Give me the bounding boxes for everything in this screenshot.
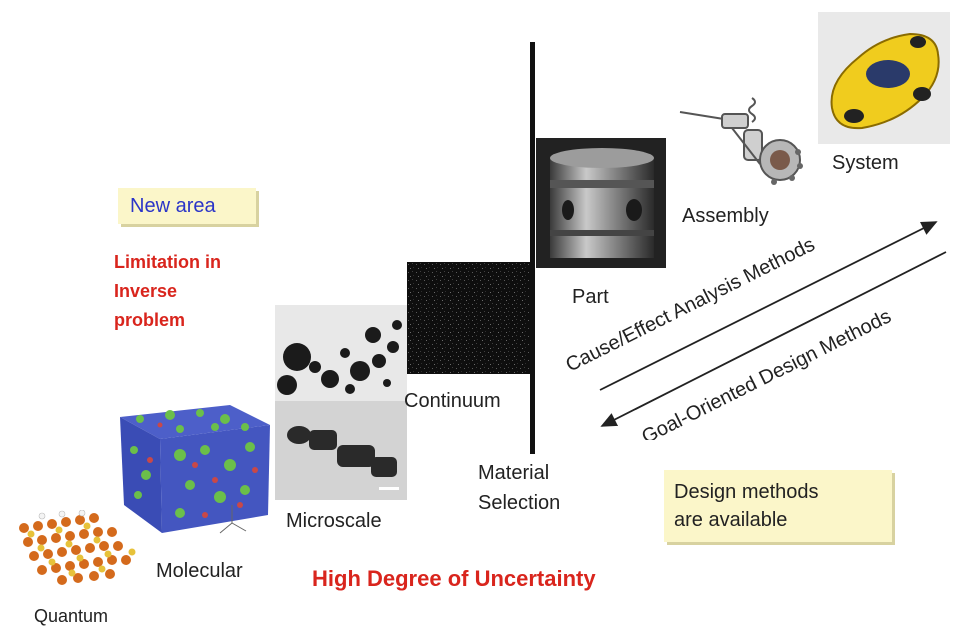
material-selection-divider bbox=[530, 42, 535, 454]
limitation-text: Limitation in Inverse problem bbox=[114, 248, 221, 335]
microscale-label: Microscale bbox=[286, 510, 382, 532]
material-selection-line-2: Selection bbox=[478, 492, 561, 514]
continuum-label: Continuum bbox=[404, 390, 501, 412]
limitation-line-1: Limitation in bbox=[114, 252, 221, 272]
goal-oriented-label: Goal-Oriented Design Methods bbox=[638, 305, 894, 440]
system-label: System bbox=[832, 152, 899, 174]
assembly-label: Assembly bbox=[682, 205, 769, 227]
part-cylinder-image bbox=[536, 138, 666, 268]
material-selection-line-1: Material bbox=[478, 462, 550, 484]
microscale-particles-image bbox=[275, 305, 407, 500]
quantum-label: Quantum bbox=[34, 606, 109, 626]
molecular-cube-image bbox=[120, 405, 270, 534]
goal-oriented-arrow bbox=[600, 251, 947, 427]
cause-effect-label: Cause/Effect Analysis Methods bbox=[562, 234, 818, 377]
limitation-line-2: Inverse bbox=[114, 281, 178, 301]
design-methods-line-2: are available bbox=[674, 509, 788, 531]
methods-arrows: Cause/Effect Analysis Methods Goal-Orien… bbox=[562, 221, 947, 440]
design-methods-text: Design methods are available bbox=[674, 478, 819, 534]
new-area-label: New area bbox=[130, 195, 216, 217]
new-area-callout: New area bbox=[118, 188, 256, 224]
limitation-line-3: problem bbox=[114, 310, 186, 330]
molecular-label: Molecular bbox=[156, 560, 243, 582]
continuum-texture-image bbox=[407, 262, 535, 374]
system-car-image bbox=[818, 12, 950, 144]
uncertainty-heading: High Degree of Uncertainty bbox=[312, 566, 596, 591]
material-selection-label: Material Selection bbox=[478, 458, 560, 518]
design-methods-callout: Design methods are available bbox=[664, 470, 892, 542]
assembly-image bbox=[679, 97, 803, 185]
part-label: Part bbox=[572, 286, 609, 308]
quantum-atoms-image bbox=[19, 510, 136, 585]
design-methods-line-1: Design methods bbox=[674, 481, 819, 503]
cause-effect-arrow bbox=[599, 221, 938, 391]
